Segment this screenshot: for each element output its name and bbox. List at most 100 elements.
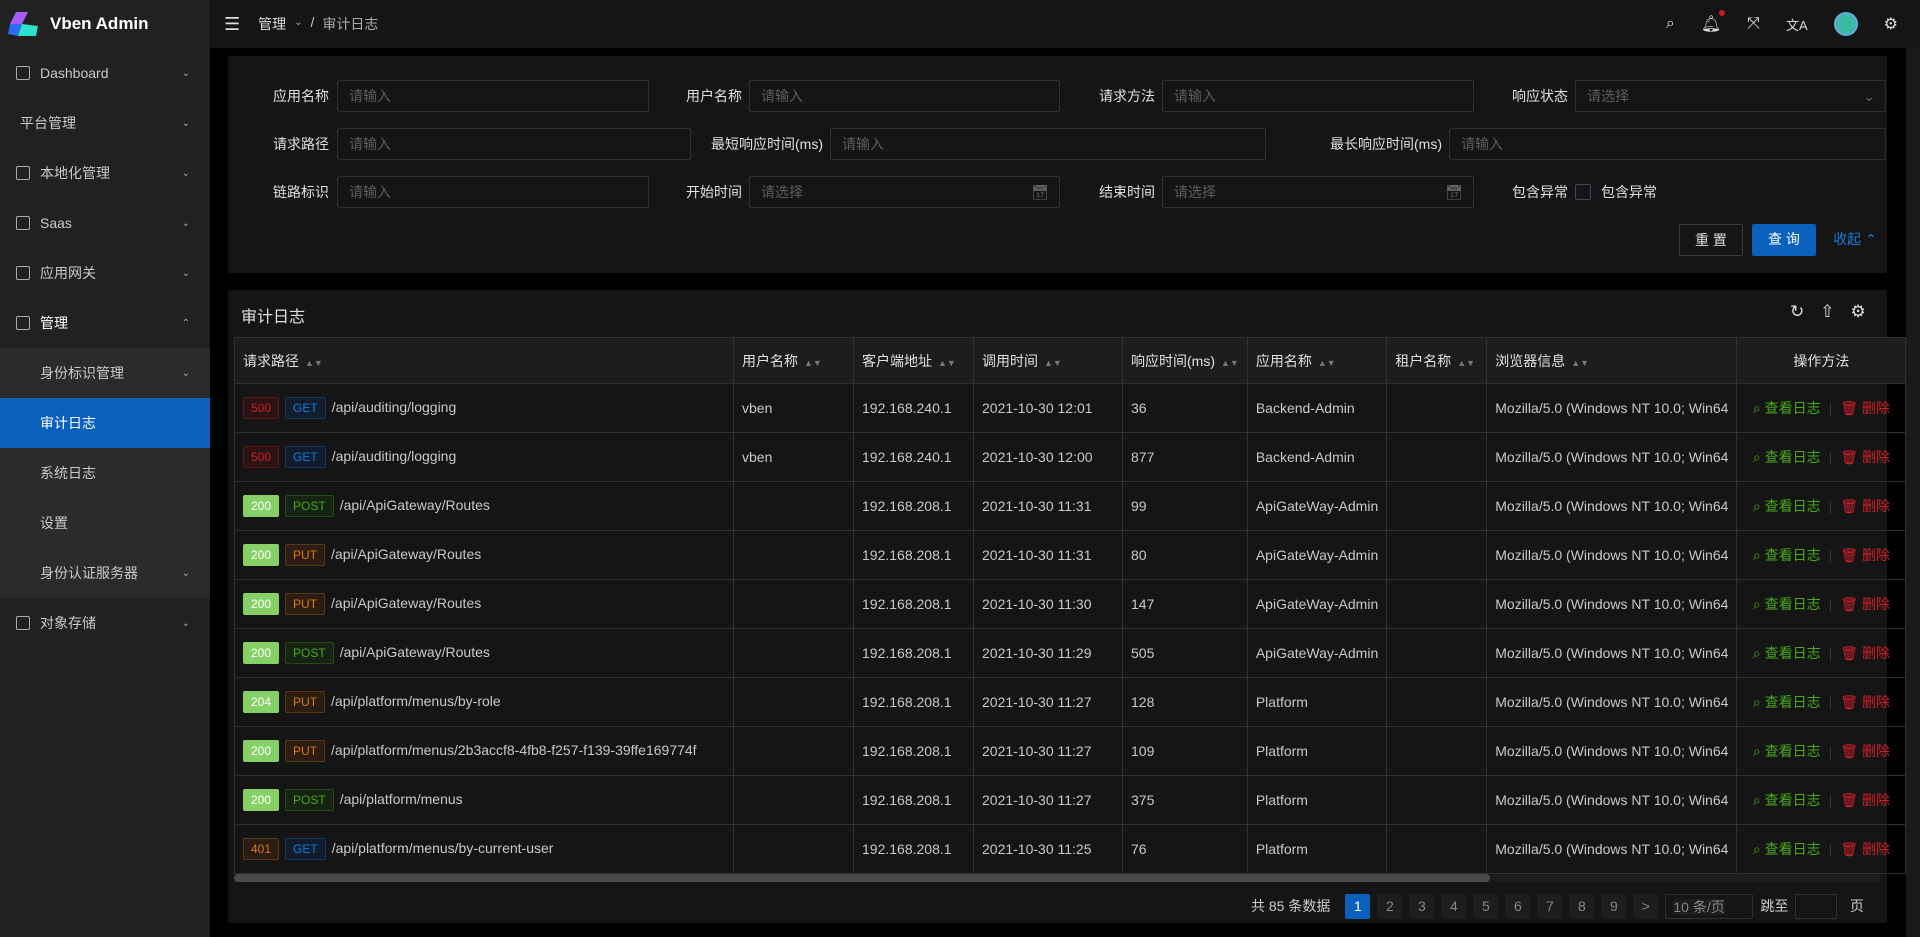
delete-button[interactable]: 🗑︎ 删除 (1840, 792, 1890, 808)
column-header[interactable]: 响应时间(ms) ▲▼ (1122, 337, 1248, 384)
column-header[interactable]: 调用时间 ▲▼ (973, 337, 1123, 384)
trace-input[interactable]: 请输入 (337, 176, 649, 208)
translate-icon[interactable]: 文A (1785, 17, 1808, 33)
exception-checkbox[interactable] (1575, 184, 1591, 200)
horizontal-scrollbar[interactable] (234, 874, 1880, 882)
sidebar-item-2[interactable]: 本地化管理 ⌄ (0, 148, 210, 198)
page-3-button[interactable]: 3 (1409, 893, 1435, 919)
sort-icon[interactable]: ▲▼ (804, 357, 822, 368)
view-log-button[interactable]: ⌕ 查看日志 (1753, 400, 1821, 416)
sort-icon[interactable]: ▲▼ (1044, 357, 1062, 368)
view-log-label: 查看日志 (1764, 694, 1821, 710)
delete-label: 删除 (1861, 841, 1890, 857)
column-settings-icon[interactable]: ⚙ (1850, 302, 1866, 321)
sidebar-item-11[interactable]: 对象存储 ⌄ (0, 598, 210, 648)
reset-button[interactable]: 重 置 (1679, 224, 1743, 256)
sort-icon[interactable]: ▲▼ (1317, 357, 1336, 368)
sidebar-item-10[interactable]: 身份认证服务器 ⌄ (0, 548, 210, 598)
method-badge: GET (285, 446, 326, 468)
view-log-button[interactable]: ⌕ 查看日志 (1753, 547, 1821, 563)
delete-button[interactable]: 🗑︎ 删除 (1840, 743, 1890, 759)
column-header[interactable]: 用户名称 ▲▼ (733, 337, 854, 384)
page-6-button[interactable]: 6 (1505, 893, 1531, 919)
jump-input[interactable] (1795, 893, 1838, 919)
sidebar-item-1[interactable]: 平台管理 ⌄ (0, 98, 210, 148)
sidebar-item-label: 应用网关 (40, 265, 96, 281)
exception-checkbox-label[interactable]: 包含异常 (1601, 184, 1657, 200)
search-icon[interactable]: ⌕ (1665, 15, 1675, 32)
collapse-button[interactable]: 收起 ⌃ (1830, 224, 1880, 256)
page-size-select[interactable]: 10 条/页 (1665, 893, 1754, 919)
column-header[interactable]: 请求路径 ▲▼ (234, 337, 734, 384)
path-input[interactable]: 请输入 (337, 128, 691, 160)
query-button[interactable]: 查 询 (1752, 224, 1816, 256)
fullscreen-icon[interactable]: ⤧ (1747, 15, 1760, 32)
bell-icon[interactable]: 🔔︎ (1701, 10, 1726, 34)
logo[interactable]: Vben Admin (0, 0, 210, 48)
view-log-button[interactable]: ⌕ 查看日志 (1753, 498, 1821, 514)
sort-icon[interactable]: ▲▼ (1221, 357, 1239, 368)
sidebar-item-9[interactable]: 设置 (0, 498, 210, 548)
avatar[interactable] (1833, 12, 1858, 36)
user_name-input[interactable]: 请输入 (749, 80, 1060, 112)
sidebar-item-4[interactable]: 应用网关 ⌄ (0, 248, 210, 298)
page-8-button[interactable]: 8 (1569, 893, 1595, 919)
delete-button[interactable]: 🗑︎ 删除 (1840, 449, 1890, 465)
delete-button[interactable]: 🗑︎ 删除 (1840, 694, 1890, 710)
method-input[interactable]: 请输入 (1162, 80, 1474, 112)
user-name (733, 628, 854, 678)
sidebar-item-8[interactable]: 系统日志 (0, 448, 210, 498)
max_time-input[interactable]: 请输入 (1449, 128, 1886, 160)
sidebar-item-3[interactable]: Saas ⌄ (0, 198, 210, 248)
page-4-button[interactable]: 4 (1441, 893, 1467, 919)
column-header[interactable]: 租户名称 ▲▼ (1386, 337, 1488, 384)
view-log-button[interactable]: ⌕ 查看日志 (1753, 645, 1821, 661)
app_name-input[interactable]: 请输入 (337, 80, 649, 112)
breadcrumb-item-manage[interactable]: 管理 (258, 16, 287, 32)
start-input[interactable]: 请选择 📅︎ (749, 176, 1060, 208)
delete-button[interactable]: 🗑︎ 删除 (1840, 400, 1890, 416)
delete-button[interactable]: 🗑︎ 删除 (1840, 498, 1890, 514)
page-7-button[interactable]: 7 (1537, 893, 1563, 919)
vertical-scrollbar[interactable] (1906, 48, 1920, 937)
sidebar-item-label: Dashboard (40, 65, 109, 81)
delete-button[interactable]: 🗑︎ 删除 (1840, 645, 1890, 661)
column-header[interactable]: 客户端地址 ▲▼ (853, 337, 974, 384)
density-icon[interactable]: ⇧ (1820, 302, 1835, 321)
sidebar-item-5[interactable]: 管理 ⌃ (0, 298, 210, 348)
delete-button[interactable]: 🗑︎ 删除 (1840, 841, 1890, 857)
view-log-button[interactable]: ⌕ 查看日志 (1753, 449, 1821, 465)
column-header[interactable]: 应用名称 ▲▼ (1246, 337, 1388, 384)
column-header[interactable]: 浏览器信息 ▲▼ (1486, 337, 1738, 384)
menu-fold-icon[interactable]: ☰ (224, 13, 241, 34)
page-5-button[interactable]: 5 (1473, 893, 1499, 919)
sort-icon[interactable]: ▲▼ (1571, 357, 1590, 368)
next-page-button[interactable]: > (1633, 893, 1659, 919)
view-log-button[interactable]: ⌕ 查看日志 (1753, 596, 1821, 612)
sidebar-item-0[interactable]: Dashboard ⌄ (0, 48, 210, 98)
status-input[interactable]: 请选择 ⌄ (1575, 80, 1886, 112)
view-log-button[interactable]: ⌕ 查看日志 (1753, 743, 1821, 759)
sidebar-item-6[interactable]: 身份标识管理 ⌄ (0, 348, 210, 398)
end-input[interactable]: 请选择 📅︎ (1162, 176, 1474, 208)
settings-icon[interactable]: ⚙ (1883, 16, 1898, 33)
view-log-button[interactable]: ⌕ 查看日志 (1753, 841, 1821, 857)
tenant-name (1386, 481, 1488, 531)
page-2-button[interactable]: 2 (1377, 893, 1403, 919)
column-title: 调用时间 (982, 352, 1038, 369)
refresh-icon[interactable]: ↻ (1790, 302, 1805, 321)
sort-icon[interactable]: ▲▼ (938, 357, 956, 368)
view-log-button[interactable]: ⌕ 查看日志 (1753, 694, 1821, 710)
sort-icon[interactable]: ▲▼ (305, 357, 323, 368)
min_time-input[interactable]: 请输入 (830, 128, 1266, 160)
view-log-button[interactable]: ⌕ 查看日志 (1753, 792, 1821, 808)
delete-button[interactable]: 🗑︎ 删除 (1840, 547, 1890, 563)
browser-info: Mozilla/5.0 (Windows NT 10.0; Win64 (1486, 432, 1738, 482)
sidebar-item-7[interactable]: 审计日志 (0, 398, 210, 448)
sort-icon[interactable]: ▲▼ (1457, 357, 1476, 368)
browser-info: Mozilla/5.0 (Windows NT 10.0; Win64 (1486, 824, 1738, 874)
column-title: 应用名称 (1255, 352, 1312, 369)
page-9-button[interactable]: 9 (1601, 893, 1627, 919)
delete-button[interactable]: 🗑︎ 删除 (1840, 596, 1890, 612)
page-1-button[interactable]: 1 (1345, 893, 1371, 919)
